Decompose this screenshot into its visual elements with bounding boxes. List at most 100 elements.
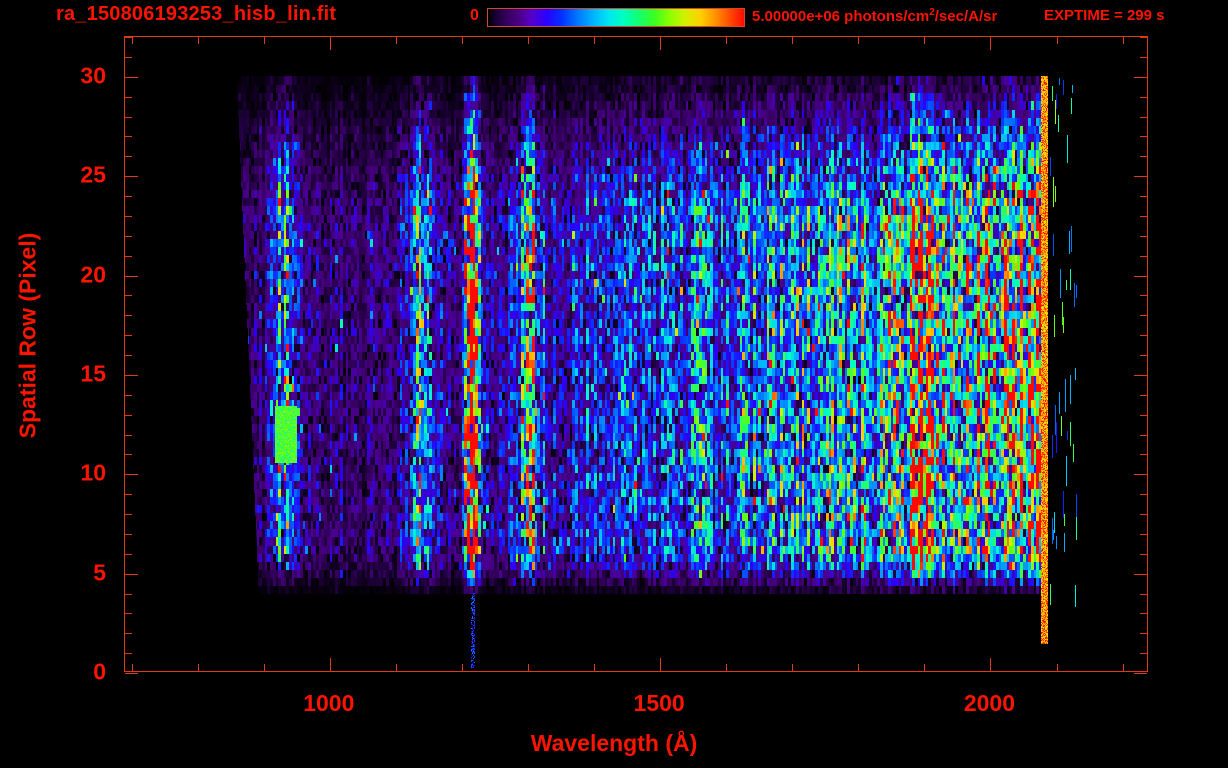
tick-mark xyxy=(1140,355,1147,356)
tick-mark xyxy=(924,37,926,44)
tick-mark xyxy=(1140,613,1147,615)
tick-mark xyxy=(1140,136,1147,138)
tick-mark xyxy=(125,315,132,317)
tick-mark xyxy=(125,553,132,555)
tick-mark xyxy=(395,664,397,671)
tick-mark xyxy=(263,664,265,671)
tick-mark xyxy=(792,664,794,671)
tick-mark xyxy=(1140,494,1147,496)
tick-mark xyxy=(131,664,133,671)
colorbar-unit-suffix: /sec/A/sr xyxy=(934,8,998,25)
tick-mark xyxy=(1056,664,1058,671)
tick-mark xyxy=(131,37,133,44)
y-tick-label: 15 xyxy=(80,360,106,387)
y-tick-label: 30 xyxy=(80,62,106,89)
y-tick-label: 20 xyxy=(80,261,106,287)
tick-mark xyxy=(125,673,138,674)
tick-mark xyxy=(125,196,132,197)
tick-mark xyxy=(1056,37,1058,44)
tick-mark xyxy=(197,37,199,44)
tick-mark xyxy=(726,37,728,44)
tick-mark xyxy=(125,355,132,356)
tick-mark xyxy=(1140,295,1147,297)
tick-mark xyxy=(1140,394,1147,396)
tick-mark xyxy=(527,37,529,44)
tick-mark xyxy=(395,37,397,44)
x-axis-title: Wavelength (Å) xyxy=(530,730,698,756)
tick-mark xyxy=(1122,664,1124,671)
tick-mark xyxy=(1140,335,1147,337)
tick-mark xyxy=(1140,116,1147,118)
tick-mark xyxy=(1140,653,1147,655)
tick-mark xyxy=(125,613,132,615)
tick-mark xyxy=(1140,414,1147,416)
tick-mark xyxy=(1134,573,1147,575)
tick-mark xyxy=(660,37,662,50)
y-tick-labels: 0 5 10 15 20 25 30 xyxy=(0,36,106,684)
heatmap-area xyxy=(125,37,1147,671)
y-tick-label: 0 xyxy=(93,658,106,685)
tick-mark xyxy=(1140,315,1147,317)
y-tick-label: 10 xyxy=(80,459,106,486)
colorbar-min-label: 0 xyxy=(470,7,479,24)
tick-mark xyxy=(1140,514,1147,515)
tick-mark xyxy=(125,116,132,118)
tick-mark xyxy=(594,37,596,44)
tick-mark xyxy=(1134,374,1147,376)
tick-mark xyxy=(726,664,728,671)
x-tick-label: 2000 xyxy=(963,690,1016,716)
tick-mark xyxy=(125,295,132,297)
tick-mark xyxy=(329,37,331,50)
tick-mark xyxy=(1140,633,1147,635)
tick-mark xyxy=(1134,275,1147,277)
tick-mark xyxy=(125,533,132,535)
tick-mark xyxy=(461,37,463,44)
tick-mark xyxy=(125,653,132,655)
tick-mark xyxy=(1134,176,1147,178)
tick-mark xyxy=(329,658,331,671)
tick-mark xyxy=(125,633,132,635)
colorbar-max-value: 5.00000e+06 photons/cm xyxy=(752,8,930,25)
tick-mark xyxy=(125,494,132,496)
tick-mark xyxy=(1140,434,1147,436)
tick-mark xyxy=(1140,156,1147,158)
tick-mark xyxy=(125,56,132,58)
tick-mark xyxy=(1140,255,1147,257)
tick-mark xyxy=(125,176,138,178)
colorbar xyxy=(487,8,745,27)
tick-mark xyxy=(125,593,132,595)
tick-mark xyxy=(461,664,463,671)
tick-mark xyxy=(858,37,860,44)
tick-mark xyxy=(125,96,132,98)
tick-mark xyxy=(125,434,132,436)
tick-mark xyxy=(1140,96,1147,98)
tick-mark xyxy=(1140,196,1147,197)
tick-mark xyxy=(527,664,529,671)
tick-mark xyxy=(125,514,132,515)
tick-mark xyxy=(1140,37,1147,38)
tick-mark xyxy=(125,136,132,138)
tick-mark xyxy=(1140,454,1147,456)
tick-mark xyxy=(1134,673,1147,674)
tick-mark xyxy=(1134,76,1147,78)
tick-mark xyxy=(125,414,132,416)
tick-mark xyxy=(924,664,926,671)
y-tick-label: 25 xyxy=(80,161,106,188)
plot-frame xyxy=(124,36,1148,674)
tick-mark xyxy=(125,573,138,575)
tick-mark xyxy=(1140,533,1147,535)
page-title: ra_150806193253_hisb_lin.fit xyxy=(56,3,337,25)
tick-mark xyxy=(990,37,992,50)
tick-mark xyxy=(125,454,132,456)
tick-mark xyxy=(263,37,265,44)
exptime-label: EXPTIME = 299 s xyxy=(1044,7,1165,24)
x-tick-label: 1500 xyxy=(633,690,685,716)
tick-mark xyxy=(125,215,132,217)
tick-mark xyxy=(125,474,138,476)
tick-mark xyxy=(660,658,662,671)
tick-mark xyxy=(1122,37,1124,44)
tick-mark xyxy=(858,664,860,671)
x-tick-label: 1000 xyxy=(303,690,355,716)
tick-mark xyxy=(792,37,794,44)
